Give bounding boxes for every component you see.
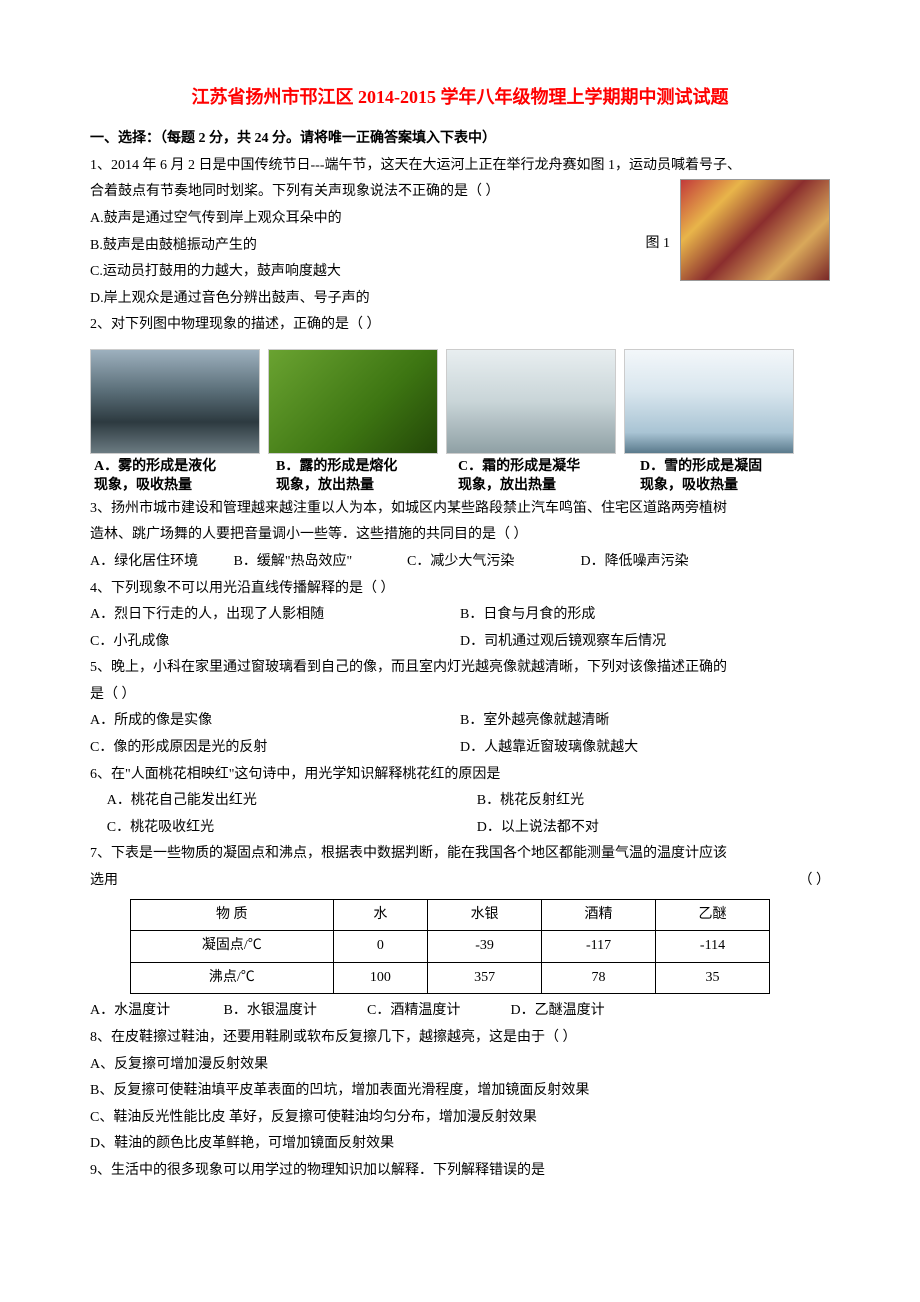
q5-row1: A．所成的像是实像 B．室外越亮像就越清晰	[90, 708, 830, 735]
q7-table: 物 质 水 水银 酒精 乙醚 凝固点/℃ 0 -39 -117 -114 沸点/…	[130, 899, 770, 995]
q2-option-row: A．雾的形成是液化 现象，吸收热量 B．露的形成是熔化 现象，放出热量 C．霜的…	[90, 458, 830, 496]
q5-option-b: B．室外越亮像就越清晰	[460, 708, 830, 735]
q7-line2-right: （ ）	[799, 868, 831, 895]
exam-page: 江苏省扬州市邗江区 2014-2015 学年八年级物理上学期期中测试试题 一、选…	[0, 0, 920, 1225]
q2-c-line2: 现象，放出热量	[458, 477, 628, 496]
table-cell: -114	[656, 931, 770, 963]
section-1-header: 一、选择：（每题 2 分，共 24 分。请将唯一正确答案填入下表中）	[90, 126, 830, 153]
page-title: 江苏省扬州市邗江区 2014-2015 学年八年级物理上学期期中测试试题	[90, 80, 830, 114]
figure-1-label: 图 1	[646, 231, 671, 258]
q8-option-d: D、鞋油的颜色比皮革鲜艳，可增加镜面反射效果	[90, 1131, 830, 1158]
q4-option-b: B．日食与月食的形成	[460, 602, 830, 629]
table-cell: -117	[542, 931, 656, 963]
q2-c-line1: C．霜的形成是凝华	[458, 458, 628, 477]
q7-line2: 选用 （ ）	[90, 868, 830, 895]
q6-option-b: B．桃花反射红光	[460, 788, 830, 815]
frost-image	[446, 349, 616, 454]
fog-image	[90, 349, 260, 454]
q2-option-b: B．露的形成是熔化 现象，放出热量	[272, 458, 446, 496]
q7-line1: 7、下表是一些物质的凝固点和沸点，根据表中数据判断，能在我国各个地区都能测量气温…	[90, 841, 830, 868]
q9-stem: 9、生活中的很多现象可以用学过的物理知识加以解释．下列解释错误的是	[90, 1158, 830, 1185]
q2-d-line1: D．雪的形成是凝固	[640, 458, 810, 477]
question-3: 3、扬州市城市建设和管理越来越注重以人为本，如城区内某些路段禁止汽车鸣笛、住宅区…	[90, 496, 830, 576]
q4-option-c: C．小孔成像	[90, 629, 460, 656]
q7-option-c: C．酒精温度计	[367, 998, 507, 1025]
q2-a-line1: A．雾的形成是液化	[94, 458, 264, 477]
q6-option-c: C．桃花吸收红光	[90, 815, 460, 842]
question-4: 4、下列现象不可以用光沿直线传播解释的是（ ） A．烈日下行走的人，出现了人影相…	[90, 576, 830, 656]
q6-option-d: D．以上说法都不对	[460, 815, 830, 842]
q3-line1: 3、扬州市城市建设和管理越来越注重以人为本，如城区内某些路段禁止汽车鸣笛、住宅区…	[90, 496, 830, 523]
q1-stem-line1: 1、2014 年 6 月 2 日是中国传统节日---端午节，这天在大运河上正在举…	[90, 153, 830, 180]
q7-options: A．水温度计 B．水银温度计 C．酒精温度计 D．乙醚温度计	[90, 998, 830, 1025]
q7-option-a: A．水温度计	[90, 998, 220, 1025]
dew-image	[268, 349, 438, 454]
q4-option-d: D．司机通过观后镜观察车后情况	[460, 629, 830, 656]
q2-b-line2: 现象，放出热量	[276, 477, 446, 496]
q8-option-b: B、反复擦可使鞋油填平皮革表面的凹坑，增加表面光滑程度，增加镜面反射效果	[90, 1078, 830, 1105]
q7-line2-left: 选用	[90, 868, 118, 895]
table-header-cell: 物 质	[131, 899, 334, 931]
q2-stem: 2、对下列图中物理现象的描述，正确的是（ ）	[90, 312, 830, 339]
table-cell: -39	[428, 931, 542, 963]
table-cell: 沸点/℃	[131, 962, 334, 994]
table-header-cell: 酒精	[542, 899, 656, 931]
q6-row1: A．桃花自己能发出红光 B．桃花反射红光	[90, 788, 830, 815]
q5-option-d: D．人越靠近窗玻璃像就越大	[460, 735, 830, 762]
table-header-cell: 水银	[428, 899, 542, 931]
q2-a-line2: 现象，吸收热量	[94, 477, 264, 496]
q2-option-d: D．雪的形成是凝固 现象，吸收热量	[636, 458, 810, 496]
q5-option-a: A．所成的像是实像	[90, 708, 460, 735]
q3-option-d: D．降低噪声污染	[581, 549, 689, 576]
q2-option-c: C．霜的形成是凝华 现象，放出热量	[454, 458, 628, 496]
q2-b-line1: B．露的形成是熔化	[276, 458, 446, 477]
q3-line2: 造林、跳广场舞的人要把音量调小一些等．这些措施的共同目的是（ ）	[90, 522, 830, 549]
table-cell: 78	[542, 962, 656, 994]
snow-image	[624, 349, 794, 454]
q5-option-c: C．像的形成原因是光的反射	[90, 735, 460, 762]
q3-option-b: B．缓解"热岛效应"	[234, 549, 404, 576]
q8-stem: 8、在皮鞋擦过鞋油，还要用鞋刷或软布反复擦几下，越擦越亮，这是由于（ ）	[90, 1025, 830, 1052]
q5-line1: 5、晚上，小科在家里通过窗玻璃看到自己的像，而且室内灯光越亮像就越清晰，下列对该…	[90, 655, 830, 682]
table-cell: 凝固点/℃	[131, 931, 334, 963]
q2-d-line2: 现象，吸收热量	[640, 477, 810, 496]
question-5: 5、晚上，小科在家里通过窗玻璃看到自己的像，而且室内灯光越亮像就越清晰，下列对该…	[90, 655, 830, 761]
question-7: 7、下表是一些物质的凝固点和沸点，根据表中数据判断，能在我国各个地区都能测量气温…	[90, 841, 830, 1025]
table-header-cell: 乙醚	[656, 899, 770, 931]
q4-row2: C．小孔成像 D．司机通过观后镜观察车后情况	[90, 629, 830, 656]
table-row: 凝固点/℃ 0 -39 -117 -114	[131, 931, 770, 963]
question-6: 6、在"人面桃花相映红"这句诗中，用光学知识解释桃花红的原因是 A．桃花自己能发…	[90, 762, 830, 842]
q5-row2: C．像的形成原因是光的反射 D．人越靠近窗玻璃像就越大	[90, 735, 830, 762]
table-row: 沸点/℃ 100 357 78 35	[131, 962, 770, 994]
table-cell: 35	[656, 962, 770, 994]
question-9: 9、生活中的很多现象可以用学过的物理知识加以解释．下列解释错误的是	[90, 1158, 830, 1185]
q1-option-d: D.岸上观众是通过音色分辨出鼓声、号子声的	[90, 286, 830, 313]
q6-stem: 6、在"人面桃花相映红"这句诗中，用光学知识解释桃花红的原因是	[90, 762, 830, 789]
q8-option-c: C、鞋油反光性能比皮 革好，反复擦可使鞋油均匀分布，增加漫反射效果	[90, 1105, 830, 1132]
q3-options: A．绿化居住环境 B．缓解"热岛效应" C．减少大气污染 D．降低噪声污染	[90, 549, 830, 576]
q7-option-d: D．乙醚温度计	[511, 998, 605, 1025]
q4-option-a: A．烈日下行走的人，出现了人影相随	[90, 602, 460, 629]
q6-row2: C．桃花吸收红光 D．以上说法都不对	[90, 815, 830, 842]
q6-option-a: A．桃花自己能发出红光	[90, 788, 460, 815]
q5-line2: 是（ ）	[90, 682, 830, 709]
q4-stem: 4、下列现象不可以用光沿直线传播解释的是（ ）	[90, 576, 830, 603]
question-8: 8、在皮鞋擦过鞋油，还要用鞋刷或软布反复擦几下，越擦越亮，这是由于（ ） A、反…	[90, 1025, 830, 1158]
table-header-row: 物 质 水 水银 酒精 乙醚	[131, 899, 770, 931]
q3-option-c: C．减少大气污染	[407, 549, 577, 576]
table-header-cell: 水	[333, 899, 428, 931]
q2-option-a: A．雾的形成是液化 现象，吸收热量	[90, 458, 264, 496]
table-cell: 357	[428, 962, 542, 994]
table-cell: 100	[333, 962, 428, 994]
q8-option-a: A、反复擦可增加漫反射效果	[90, 1052, 830, 1079]
q3-option-a: A．绿化居住环境	[90, 549, 230, 576]
q2-image-row	[90, 349, 830, 454]
q7-option-b: B．水银温度计	[224, 998, 364, 1025]
dragon-boat-image	[680, 179, 830, 281]
q4-row1: A．烈日下行走的人，出现了人影相随 B．日食与月食的形成	[90, 602, 830, 629]
table-cell: 0	[333, 931, 428, 963]
question-2: 2、对下列图中物理现象的描述，正确的是（ ） A．雾的形成是液化 现象，吸收热量…	[90, 312, 830, 495]
question-1: 1、2014 年 6 月 2 日是中国传统节日---端午节，这天在大运河上正在举…	[90, 153, 830, 313]
